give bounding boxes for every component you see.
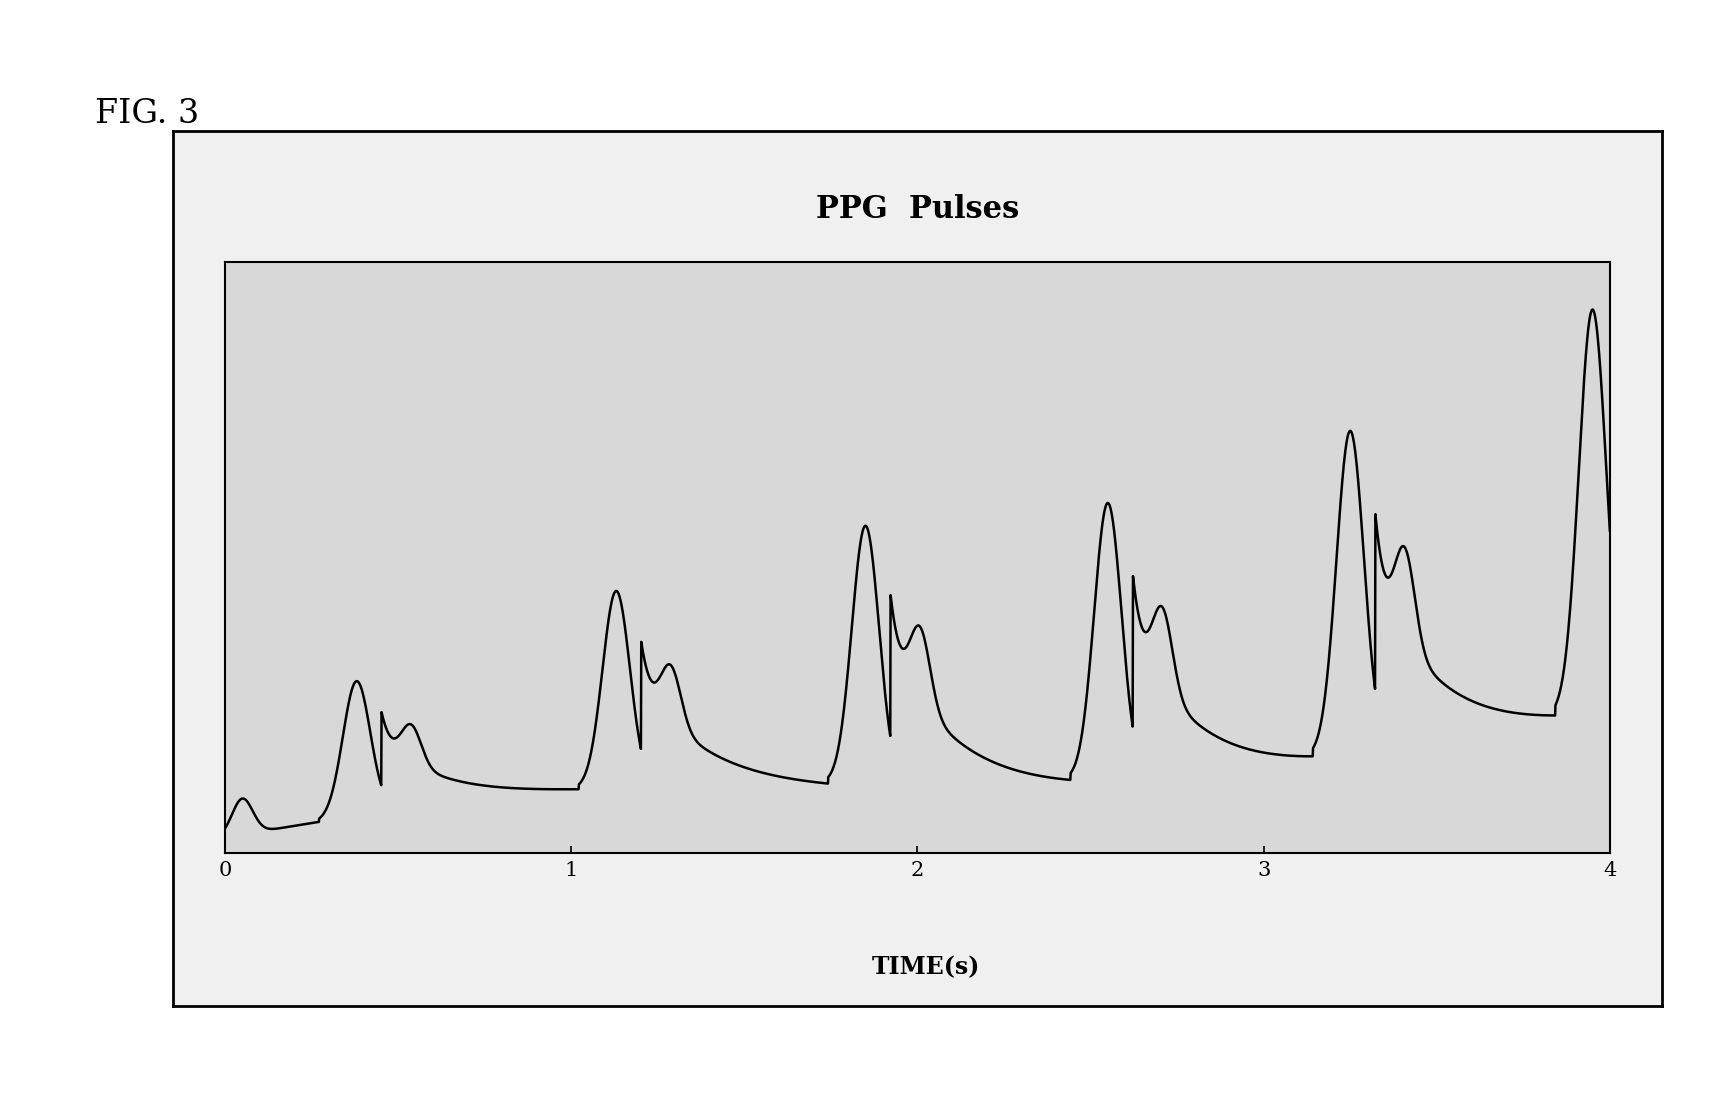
Text: PPG  Pulses: PPG Pulses — [815, 195, 1019, 225]
Text: FIG. 3: FIG. 3 — [95, 98, 199, 130]
Text: TIME(s): TIME(s) — [872, 955, 979, 979]
